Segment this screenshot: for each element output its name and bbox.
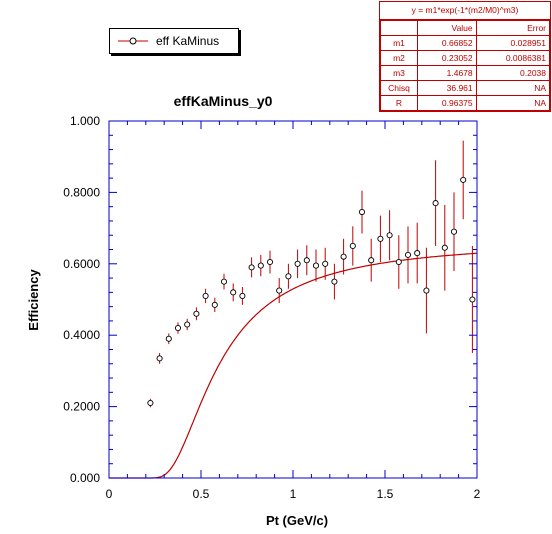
fit-param-value: 36.961 bbox=[417, 80, 477, 96]
data-point bbox=[184, 321, 191, 328]
plot-frame bbox=[108, 120, 478, 479]
data-point bbox=[276, 287, 283, 294]
data-point bbox=[423, 287, 430, 294]
data-point bbox=[331, 278, 338, 285]
data-point bbox=[239, 292, 246, 299]
x-axis-label: Pt (GeV/c) bbox=[266, 513, 328, 528]
fit-curve bbox=[109, 252, 478, 479]
data-point bbox=[368, 257, 375, 264]
fit-header-error: Error bbox=[475, 20, 551, 36]
fit-param-error: NA bbox=[475, 95, 551, 111]
fit-param-error: 0.2038 bbox=[475, 65, 551, 81]
fit-results-table: y = m1*exp(-1*(m2/M0)^m3) Value Error m1… bbox=[379, 1, 551, 112]
fit-param-name: R bbox=[380, 95, 418, 111]
fit-param-value: 0.66852 bbox=[417, 35, 477, 51]
data-point bbox=[340, 253, 347, 260]
data-point bbox=[441, 244, 448, 251]
data-point bbox=[377, 235, 384, 242]
y-tick-label: 1.000 bbox=[70, 114, 100, 128]
data-point bbox=[303, 257, 310, 264]
legend-marker-icon bbox=[118, 37, 148, 45]
fit-param-name: m3 bbox=[380, 65, 418, 81]
y-tick-label: 0.2000 bbox=[63, 400, 100, 414]
data-point bbox=[312, 262, 320, 269]
fit-param-name: m2 bbox=[380, 50, 418, 66]
data-point bbox=[220, 278, 228, 285]
fit-row-m1: m1 0.66852 0.028951 bbox=[380, 35, 551, 51]
data-point bbox=[230, 289, 237, 296]
data-point bbox=[386, 232, 393, 239]
fit-param-name: Chisq bbox=[380, 80, 418, 96]
fit-header-value: Value bbox=[417, 20, 477, 36]
fit-header-empty bbox=[380, 20, 418, 36]
y-tick-label: 0.4000 bbox=[63, 328, 100, 342]
fit-param-error: NA bbox=[475, 80, 551, 96]
data-point bbox=[285, 273, 292, 280]
data-point bbox=[432, 200, 439, 207]
data-point bbox=[266, 258, 274, 266]
data-point bbox=[193, 310, 200, 317]
x-tick-label: 2 bbox=[474, 487, 481, 501]
y-tick-label: 0.000 bbox=[70, 471, 100, 485]
fit-row-m3: m3 1.4678 0.2038 bbox=[380, 65, 551, 81]
data-point bbox=[450, 228, 458, 235]
data-point bbox=[165, 335, 172, 342]
y-tick-label: 0.6000 bbox=[63, 257, 100, 271]
data-point bbox=[322, 260, 329, 267]
data-point bbox=[211, 301, 218, 308]
legend: eff KaMinus bbox=[109, 28, 239, 54]
x-tick-label: 1.5 bbox=[377, 487, 394, 501]
x-tick-label: 0 bbox=[106, 487, 113, 501]
fit-param-error: 0.028951 bbox=[475, 35, 551, 51]
fit-row-m2: m2 0.23052 0.0086381 bbox=[380, 50, 551, 66]
data-point bbox=[414, 250, 421, 257]
data-point bbox=[156, 355, 163, 362]
fit-header-row: Value Error bbox=[380, 20, 551, 36]
data-point bbox=[358, 208, 366, 216]
data-point bbox=[147, 399, 154, 407]
legend-label: eff KaMinus bbox=[156, 34, 220, 48]
fit-formula: y = m1*exp(-1*(m2/M0)^m3) bbox=[380, 2, 550, 20]
y-tick-label: 0.8000 bbox=[63, 185, 100, 199]
data-point bbox=[202, 292, 209, 299]
fit-row-chisq: Chisq 36.961 NA bbox=[380, 80, 551, 96]
data-point bbox=[404, 251, 412, 258]
data-point bbox=[248, 264, 255, 271]
y-axis-label: Efficiency bbox=[26, 269, 41, 331]
fit-param-name: m1 bbox=[380, 35, 418, 51]
fit-param-value: 0.96375 bbox=[417, 95, 477, 111]
data-point bbox=[257, 262, 264, 269]
data-point bbox=[174, 325, 182, 332]
data-point bbox=[349, 242, 356, 249]
data-point bbox=[469, 296, 476, 303]
fit-param-value: 0.23052 bbox=[417, 50, 477, 66]
data-point bbox=[460, 176, 467, 183]
x-tick-label: 0.5 bbox=[193, 487, 210, 501]
fit-param-value: 1.4678 bbox=[417, 65, 477, 81]
chart-title: effKaMinus_y0 bbox=[174, 93, 273, 109]
fit-param-error: 0.0086381 bbox=[475, 50, 551, 66]
fit-row-r: R 0.96375 NA bbox=[380, 95, 551, 111]
x-tick-label: 1 bbox=[290, 487, 297, 501]
data-point bbox=[395, 258, 402, 266]
data-point bbox=[294, 260, 301, 267]
